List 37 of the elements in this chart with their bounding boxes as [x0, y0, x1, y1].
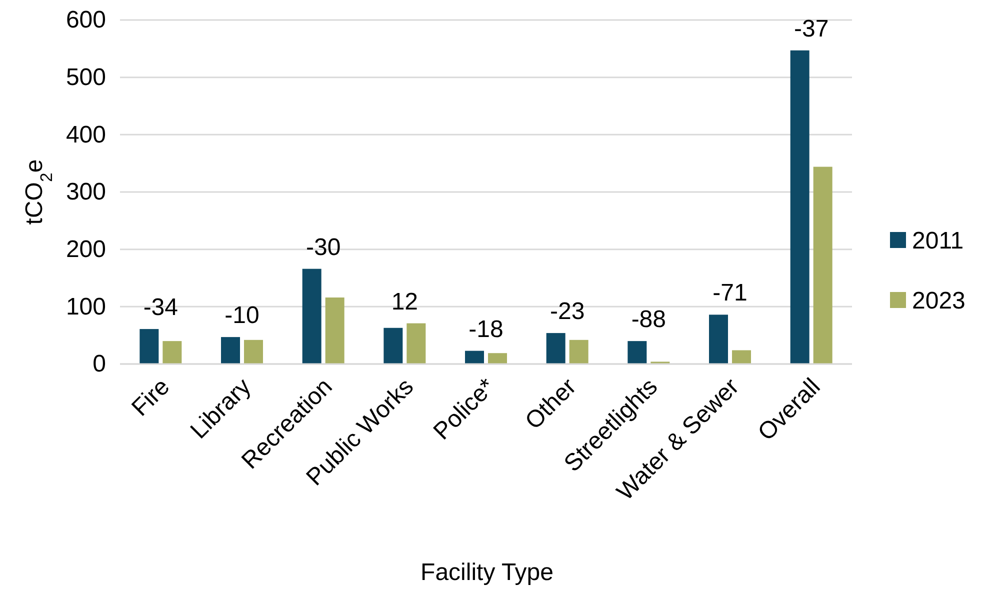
bar [384, 328, 403, 364]
bar [732, 350, 751, 364]
bar [813, 166, 832, 364]
bar [140, 329, 159, 364]
y-tick-label: 500 [66, 64, 106, 92]
annotation: -88 [631, 306, 666, 334]
legend-label: 2011 [912, 227, 964, 254]
bar [628, 341, 647, 364]
bar [325, 297, 344, 364]
bar [244, 340, 263, 364]
bar [465, 350, 484, 364]
y-tick-label: 300 [66, 178, 106, 206]
x-axis-title: Facility Type [420, 559, 554, 586]
y-tick-label: 100 [66, 293, 106, 320]
annotation: -18 [468, 316, 504, 343]
y-tick-label: 0 [92, 350, 106, 378]
annotation: 12 [391, 288, 418, 316]
bar [406, 323, 426, 364]
annotation: -37 [794, 15, 829, 42]
bar [790, 50, 810, 364]
annotation: -30 [306, 234, 341, 261]
legend-label: 2023 [912, 287, 966, 314]
y-tick-label: 600 [66, 6, 106, 34]
bar [709, 314, 728, 364]
bar [569, 340, 588, 364]
bar [488, 353, 507, 364]
annotation: -10 [224, 302, 260, 330]
bar [221, 337, 240, 364]
bar [162, 341, 182, 364]
annotation: -23 [550, 298, 585, 326]
annotation: -34 [143, 294, 178, 322]
y-tick-label: 400 [66, 121, 106, 148]
annotation: -71 [712, 280, 748, 307]
bar [302, 268, 322, 364]
bar [546, 333, 566, 364]
x-tick-label: Fire [126, 373, 176, 422]
y-tick-label: 200 [66, 236, 106, 264]
